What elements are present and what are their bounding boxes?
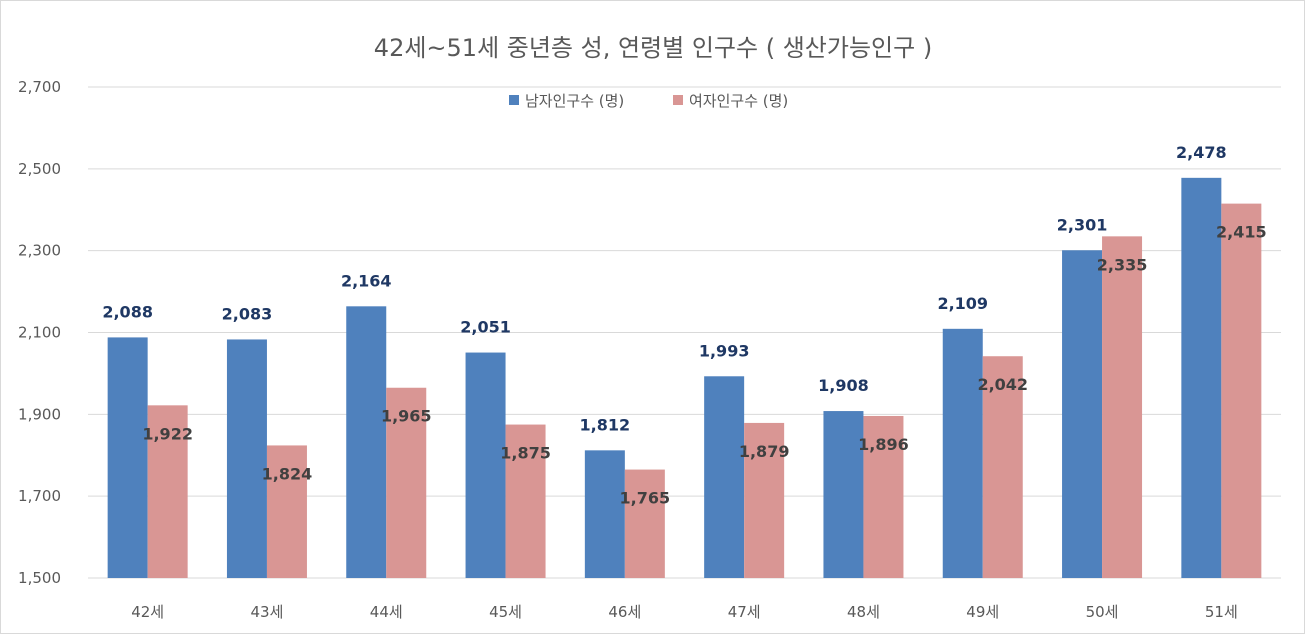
bar-male [823,411,864,578]
y-axis-ticks: 1,500 1,700 1,900 2,100 2,300 2,500 2,700 [18,78,61,587]
bar-female [386,387,427,578]
bars [107,177,1262,579]
bar-female [505,424,546,578]
data-label-male: 2,083 [222,304,273,323]
bar-male [1181,177,1222,578]
x-category-label: 42세 [131,603,164,621]
bar-male [107,337,148,578]
bar-female [982,356,1023,578]
legend-label-female: 여자인구수 (명) [689,92,788,110]
bar-female [1221,203,1262,579]
data-label-female: 1,824 [262,464,313,483]
x-category-label: 43세 [251,603,284,621]
bar-female [744,422,785,578]
y-tick-label: 2,500 [18,160,61,178]
bar-female [147,405,188,578]
legend: 남자인구수 (명) 여자인구수 (명) [509,92,788,110]
y-tick-label: 2,100 [18,324,61,342]
data-label-male: 2,164 [341,271,392,290]
y-tick-label: 2,300 [18,242,61,260]
bar-female [266,445,307,578]
x-category-label: 51세 [1205,603,1238,621]
x-category-label: 46세 [608,603,641,621]
bar-male [584,450,625,578]
bar-female [1102,236,1143,579]
data-label-female: 1,879 [739,442,790,461]
data-label-male: 2,109 [937,294,988,313]
data-label-female: 2,042 [977,375,1028,394]
data-label-male: 2,301 [1057,215,1108,234]
data-labels: 2,088 1,922 2,083 1,824 2,164 1,965 2,051 1,875… [102,143,1266,508]
legend-swatch-female [673,95,683,105]
data-label-male: 2,088 [102,302,153,321]
bar-male [704,376,745,578]
data-label-female: 2,415 [1216,223,1267,242]
bar-female [624,469,665,578]
bar-male [226,339,267,578]
x-category-label: 47세 [728,603,761,621]
chart-title: 42세~51세 중년층 성, 연령별 인구수 ( 생산가능인구 ) [374,34,932,62]
bar-male [942,328,983,578]
data-label-male: 1,908 [818,376,869,395]
data-label-male: 1,993 [699,341,750,360]
x-category-label: 44세 [370,603,403,621]
data-label-female: 1,896 [858,435,909,454]
data-label-female: 1,965 [381,407,432,426]
data-label-male: 2,478 [1176,143,1227,162]
bar-female [863,415,904,578]
x-category-label: 50세 [1086,603,1119,621]
legend-label-male: 남자인구수 (명) [525,92,624,110]
data-label-female: 1,922 [142,424,193,443]
bar-male [1062,250,1103,578]
data-label-female: 1,875 [500,444,551,463]
x-axis-categories: 42세 43세 44세 45세 46세 47세 48세 49세 50세 51세 [131,603,1238,621]
y-tick-label: 1,900 [18,405,61,423]
bar-male [465,352,506,578]
y-tick-label: 1,500 [18,569,61,587]
y-tick-label: 2,700 [18,78,61,96]
x-category-label: 49세 [966,603,999,621]
legend-swatch-male [509,95,519,105]
y-tick-label: 1,700 [18,487,61,505]
data-label-male: 1,812 [580,415,631,434]
data-label-female: 2,335 [1097,255,1148,274]
data-label-female: 1,765 [620,489,671,508]
data-label-male: 2,051 [460,318,511,337]
x-category-label: 48세 [847,603,880,621]
bar-male [346,306,387,578]
x-category-label: 45세 [489,603,522,621]
